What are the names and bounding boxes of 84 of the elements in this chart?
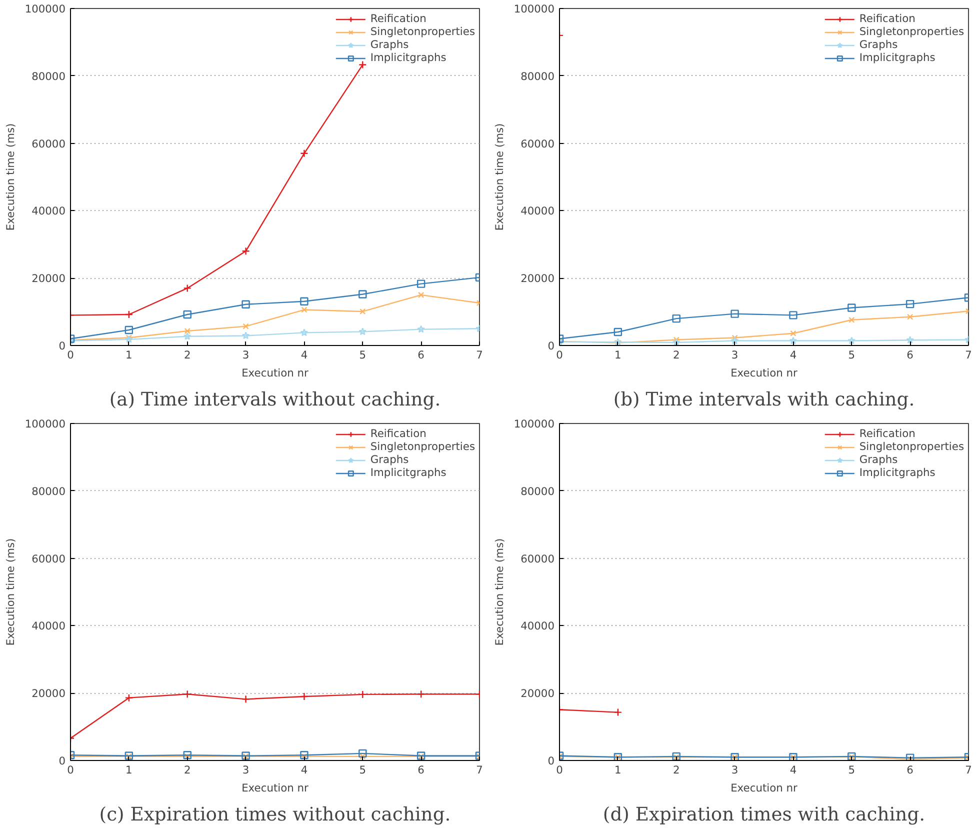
legend-label: Singletonproperties (859, 440, 964, 453)
x-axis-title: Execution nr (730, 366, 798, 380)
y-tick-label: 20000 (520, 272, 555, 286)
legend-label: Graphs (370, 453, 409, 466)
x-tick-label: 0 (556, 348, 564, 362)
x-tick-label: 0 (67, 764, 74, 776)
y-tick-label: 60000 (32, 552, 66, 566)
x-tick-label: 7 (965, 348, 972, 362)
y-axis-title: Execution time (ms) (492, 538, 506, 646)
legend-label: Implicitgraphs (370, 51, 446, 64)
y-tick-label: 100000 (514, 418, 555, 430)
y-tick-label: 80000 (32, 484, 66, 498)
x-tick-label: 2 (672, 764, 680, 776)
y-tick-label: 60000 (520, 552, 555, 566)
x-tick-label: 2 (672, 348, 680, 362)
y-tick-label: 100000 (24, 2, 66, 16)
legend-label: Implicitgraphs (370, 466, 446, 479)
y-axis-title: Execution time (ms) (492, 123, 506, 231)
legend-label: Implicitgraphs (859, 51, 936, 64)
x-tick-label: 7 (476, 764, 483, 776)
y-tick-label: 100000 (24, 418, 66, 430)
x-tick-label: 6 (906, 348, 914, 362)
legend-label: Reification (859, 12, 916, 25)
x-tick-label: 0 (67, 348, 74, 362)
legend-label: Implicitgraphs (859, 466, 936, 479)
x-axis-title: Execution nr (242, 366, 310, 380)
x-axis-title: Execution nr (730, 782, 798, 794)
y-tick-label: 0 (58, 340, 66, 352)
x-tick-label: 0 (556, 764, 564, 776)
x-tick-label: 2 (184, 764, 191, 776)
y-tick-label: 40000 (32, 204, 66, 218)
y-tick-label: 60000 (520, 137, 555, 150)
y-tick-label: 0 (548, 754, 555, 768)
legend-label: Reification (859, 427, 916, 440)
x-tick-label: 4 (790, 764, 797, 776)
x-axis-title: Execution nr (242, 782, 310, 794)
y-axis-title: Execution time (ms) (4, 123, 17, 231)
x-tick-label: 1 (614, 348, 622, 362)
text: (d) Expiration times with caching. (602, 804, 926, 826)
x-tick-label: 7 (965, 764, 972, 776)
x-tick-label: 3 (731, 348, 738, 362)
text: (c) Expiration times without caching. (99, 804, 451, 826)
legend-label: Reification (370, 427, 426, 440)
y-tick-label: 80000 (520, 484, 555, 498)
x-tick-label: 5 (848, 764, 856, 776)
y-axis-title: Execution time (ms) (4, 538, 17, 646)
text: (b) Time intervals with caching. (613, 390, 915, 410)
y-tick-label: 20000 (32, 687, 66, 700)
text: (a) Time intervals without caching. (109, 390, 441, 410)
legend-label: Graphs (859, 453, 898, 466)
y-tick-label: 0 (548, 340, 555, 352)
y-tick-label: 60000 (32, 137, 66, 150)
y-tick-label: 40000 (520, 204, 555, 218)
y-tick-label: 20000 (520, 687, 555, 700)
y-tick-label: 40000 (32, 620, 66, 633)
y-tick-label: 80000 (32, 70, 66, 83)
x-tick-label: 4 (300, 764, 308, 776)
x-tick-label: 1 (126, 764, 132, 776)
x-tick-label: 5 (359, 348, 366, 362)
y-tick-label: 40000 (520, 620, 555, 633)
legend-label: Singletonproperties (859, 25, 964, 38)
x-tick-label: 6 (418, 764, 425, 776)
x-tick-label: 1 (126, 348, 132, 362)
y-tick-label: 0 (58, 754, 66, 768)
x-tick-label: 3 (731, 764, 738, 776)
y-tick-label: 100000 (514, 2, 555, 16)
x-tick-label: 6 (906, 764, 914, 776)
x-tick-label: 5 (848, 348, 856, 362)
legend-label: Singletonproperties (370, 440, 475, 453)
legend-label: Graphs (370, 38, 409, 51)
legend-label: Reification (370, 12, 426, 25)
x-tick-label: 2 (184, 348, 191, 362)
y-tick-label: 80000 (520, 70, 555, 83)
x-tick-label: 4 (300, 348, 308, 362)
x-tick-label: 3 (242, 348, 250, 362)
y-tick-label: 20000 (32, 272, 66, 286)
x-tick-label: 7 (476, 348, 483, 362)
legend-label: Graphs (859, 38, 898, 51)
x-tick-label: 3 (242, 764, 250, 776)
x-tick-label: 1 (614, 764, 622, 776)
x-tick-label: 5 (359, 764, 366, 776)
x-tick-label: 4 (790, 348, 797, 362)
legend-label: Singletonproperties (370, 25, 475, 38)
x-tick-label: 6 (418, 348, 425, 362)
